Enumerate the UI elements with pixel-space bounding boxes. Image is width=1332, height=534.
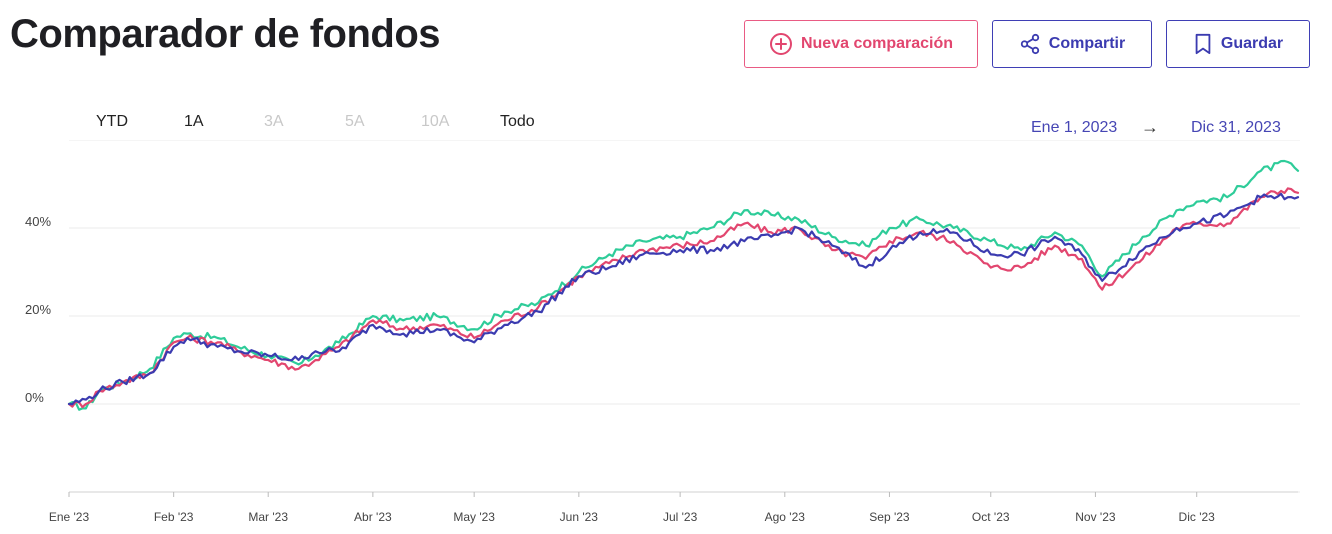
share-icon bbox=[1019, 33, 1041, 55]
x-tick-label: Jun '23 bbox=[560, 510, 599, 524]
x-tick-label: Nov '23 bbox=[1075, 510, 1116, 524]
x-tick-label: Dic '23 bbox=[1179, 510, 1216, 524]
y-tick-label: 20% bbox=[25, 302, 51, 317]
share-button[interactable]: Compartir bbox=[992, 20, 1152, 68]
new-comparison-label: Nueva comparación bbox=[800, 35, 954, 52]
end-date[interactable]: Dic 31, 2023 bbox=[1191, 119, 1281, 136]
x-tick-label: Feb '23 bbox=[154, 510, 194, 524]
bookmark-icon bbox=[1193, 33, 1213, 55]
range-tab-todo[interactable]: Todo bbox=[500, 113, 535, 130]
x-tick-label: Sep '23 bbox=[869, 510, 910, 524]
series-line bbox=[67, 192, 1300, 406]
y-tick-label: 0% bbox=[25, 390, 44, 405]
x-tick-label: Mar '23 bbox=[248, 510, 288, 524]
plus-circle-icon bbox=[769, 32, 793, 56]
share-label: Compartir bbox=[1048, 35, 1126, 52]
save-label: Guardar bbox=[1220, 35, 1284, 52]
x-tick-label: Jul '23 bbox=[663, 510, 698, 524]
fund-comparison-chart: 0% 20% 40% Ene '23 Feb '23 Mar '23 Abr '23 May … bbox=[25, 140, 1300, 524]
range-tab-1a[interactable]: 1A bbox=[184, 113, 204, 130]
page-title: Comparador de fondos bbox=[10, 12, 441, 56]
range-tab-5a: 5A bbox=[345, 113, 365, 130]
x-tick-label: Abr '23 bbox=[354, 510, 392, 524]
range-tab-10a: 10A bbox=[421, 113, 450, 130]
x-tick-label: Ene '23 bbox=[49, 510, 90, 524]
range-tab-3a: 3A bbox=[264, 113, 284, 130]
x-tick-label: Oct '23 bbox=[972, 510, 1010, 524]
y-tick-label: 40% bbox=[25, 214, 51, 229]
arrow-right-icon: → bbox=[1141, 117, 1159, 137]
range-tab-ytd[interactable]: YTD bbox=[96, 113, 128, 130]
save-button[interactable]: Guardar bbox=[1166, 20, 1310, 68]
series-line bbox=[67, 187, 1300, 409]
series-line bbox=[67, 159, 1300, 411]
start-date[interactable]: Ene 1, 2023 bbox=[1031, 119, 1118, 136]
x-tick-label: May '23 bbox=[453, 510, 495, 524]
new-comparison-button[interactable]: Nueva comparación bbox=[744, 20, 978, 68]
x-tick-label: Ago '23 bbox=[765, 510, 806, 524]
